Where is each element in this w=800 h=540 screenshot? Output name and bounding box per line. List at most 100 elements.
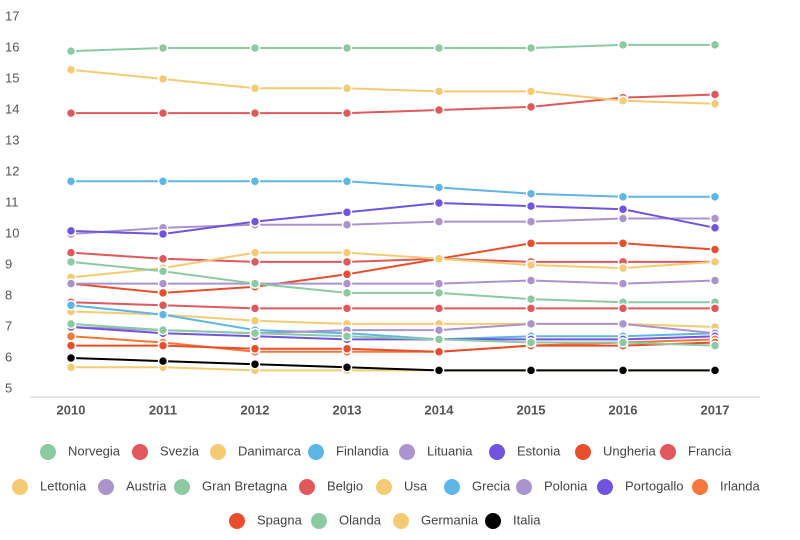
point	[65, 64, 77, 75]
point	[249, 358, 261, 370]
point	[709, 275, 721, 286]
legend-marker	[40, 444, 56, 460]
legend-label: Gran Bretagna	[202, 478, 288, 493]
point	[65, 278, 77, 289]
series-line	[70, 201, 716, 236]
legend-label: Finlandia	[336, 443, 390, 458]
x-tick-label: 2016	[609, 402, 638, 417]
point	[157, 107, 169, 119]
series-line	[70, 43, 715, 53]
point	[157, 228, 169, 240]
point	[617, 262, 629, 274]
point	[341, 331, 353, 342]
point	[341, 107, 353, 119]
legend-marker	[575, 444, 591, 460]
point	[433, 182, 445, 193]
legend-label: Lituania	[427, 443, 473, 458]
point	[157, 340, 169, 351]
series-line	[70, 251, 715, 263]
y-tick-label: 10	[5, 225, 19, 240]
point	[617, 213, 629, 224]
point	[525, 200, 537, 212]
point	[157, 324, 169, 336]
point	[433, 324, 445, 336]
point	[433, 334, 445, 345]
point	[157, 287, 169, 299]
point	[709, 98, 721, 110]
legend-label: Portogallo	[625, 478, 684, 493]
point	[617, 203, 629, 215]
point	[341, 343, 353, 354]
y-tick-label: 17	[5, 8, 19, 23]
point	[617, 95, 629, 106]
point	[65, 340, 77, 351]
legend-label: Francia	[688, 443, 732, 458]
point	[525, 303, 537, 314]
point	[341, 287, 353, 299]
point	[249, 256, 261, 268]
legend-label: Estonia	[517, 443, 561, 458]
legend-label: Irlanda	[720, 478, 761, 493]
y-tick-label: 15	[5, 70, 19, 85]
point	[617, 278, 629, 289]
y-tick-label: 13	[5, 132, 19, 147]
point	[341, 278, 353, 289]
y-tick-label: 14	[5, 101, 19, 116]
y-tick-label: 7	[5, 318, 12, 333]
point	[65, 318, 77, 330]
series-line	[70, 68, 716, 105]
point	[433, 253, 445, 265]
point	[433, 42, 445, 54]
point	[249, 107, 261, 119]
legend-label: Austria	[126, 478, 167, 493]
point	[341, 207, 353, 218]
series-line	[70, 242, 716, 294]
legend-label: Usa	[404, 478, 428, 493]
series-line	[71, 279, 716, 285]
point	[157, 265, 169, 277]
point	[617, 191, 629, 203]
point	[709, 244, 721, 255]
point	[65, 300, 77, 311]
point	[341, 256, 353, 268]
point	[433, 216, 445, 227]
y-tick-label: 8	[5, 287, 12, 302]
legend-label: Spagna	[257, 512, 303, 527]
series-line	[70, 301, 715, 310]
series-line	[70, 357, 715, 372]
legend-marker	[692, 479, 708, 495]
point	[341, 247, 353, 258]
series-line	[70, 217, 715, 235]
point	[249, 303, 261, 314]
point	[709, 256, 721, 268]
point	[433, 303, 445, 314]
point	[617, 337, 629, 348]
point	[157, 300, 169, 311]
y-tick-label: 11	[5, 194, 19, 209]
legend-marker	[12, 479, 28, 495]
legend-label: Grecia	[472, 478, 511, 493]
point	[341, 362, 353, 373]
legend-label: Polonia	[544, 478, 588, 493]
point	[65, 247, 77, 258]
point	[157, 253, 169, 265]
legend-marker	[393, 513, 409, 529]
legend-marker	[98, 479, 114, 495]
legend-marker	[444, 479, 460, 495]
point	[341, 219, 353, 230]
legend-marker	[174, 479, 190, 495]
point	[249, 247, 261, 258]
point	[525, 188, 537, 199]
legend-marker	[516, 479, 532, 495]
point	[341, 176, 353, 187]
x-tick-label: 2013	[333, 402, 362, 417]
legend-marker	[399, 444, 415, 460]
x-tick-label: 2011	[149, 402, 177, 417]
series-line	[71, 341, 716, 353]
legend-label: Lettonia	[40, 478, 87, 493]
point	[525, 216, 537, 227]
point	[709, 39, 721, 51]
x-tick-label: 2012	[241, 402, 270, 417]
legend-marker	[132, 444, 148, 460]
